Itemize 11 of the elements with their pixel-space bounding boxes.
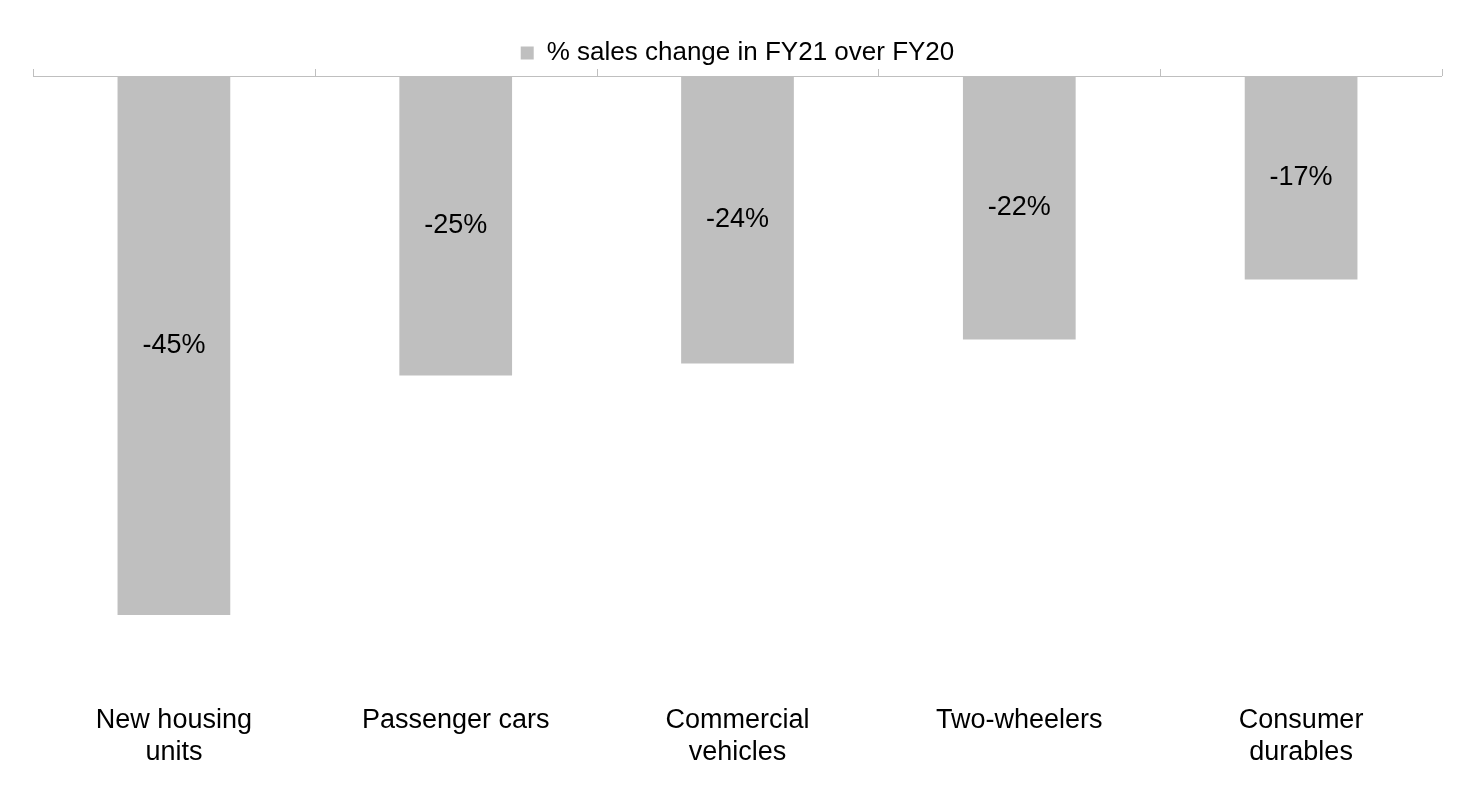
legend-label: % sales change in FY21 over FY20 <box>546 36 955 67</box>
data-label: -45% <box>142 328 206 359</box>
data-label: -24% <box>705 203 770 234</box>
data-label: -25% <box>424 209 488 240</box>
data-label: -17% <box>1269 161 1333 192</box>
x-tick-label: Consumer durables <box>1238 703 1364 767</box>
x-tick-label: Two-wheelers <box>936 703 1103 734</box>
x-tick-label: Passenger cars <box>361 703 550 734</box>
x-tick-label: New housing units <box>95 703 252 767</box>
x-tick-label: Commercial vehicles <box>665 703 810 767</box>
data-label: -22% <box>987 191 1051 222</box>
